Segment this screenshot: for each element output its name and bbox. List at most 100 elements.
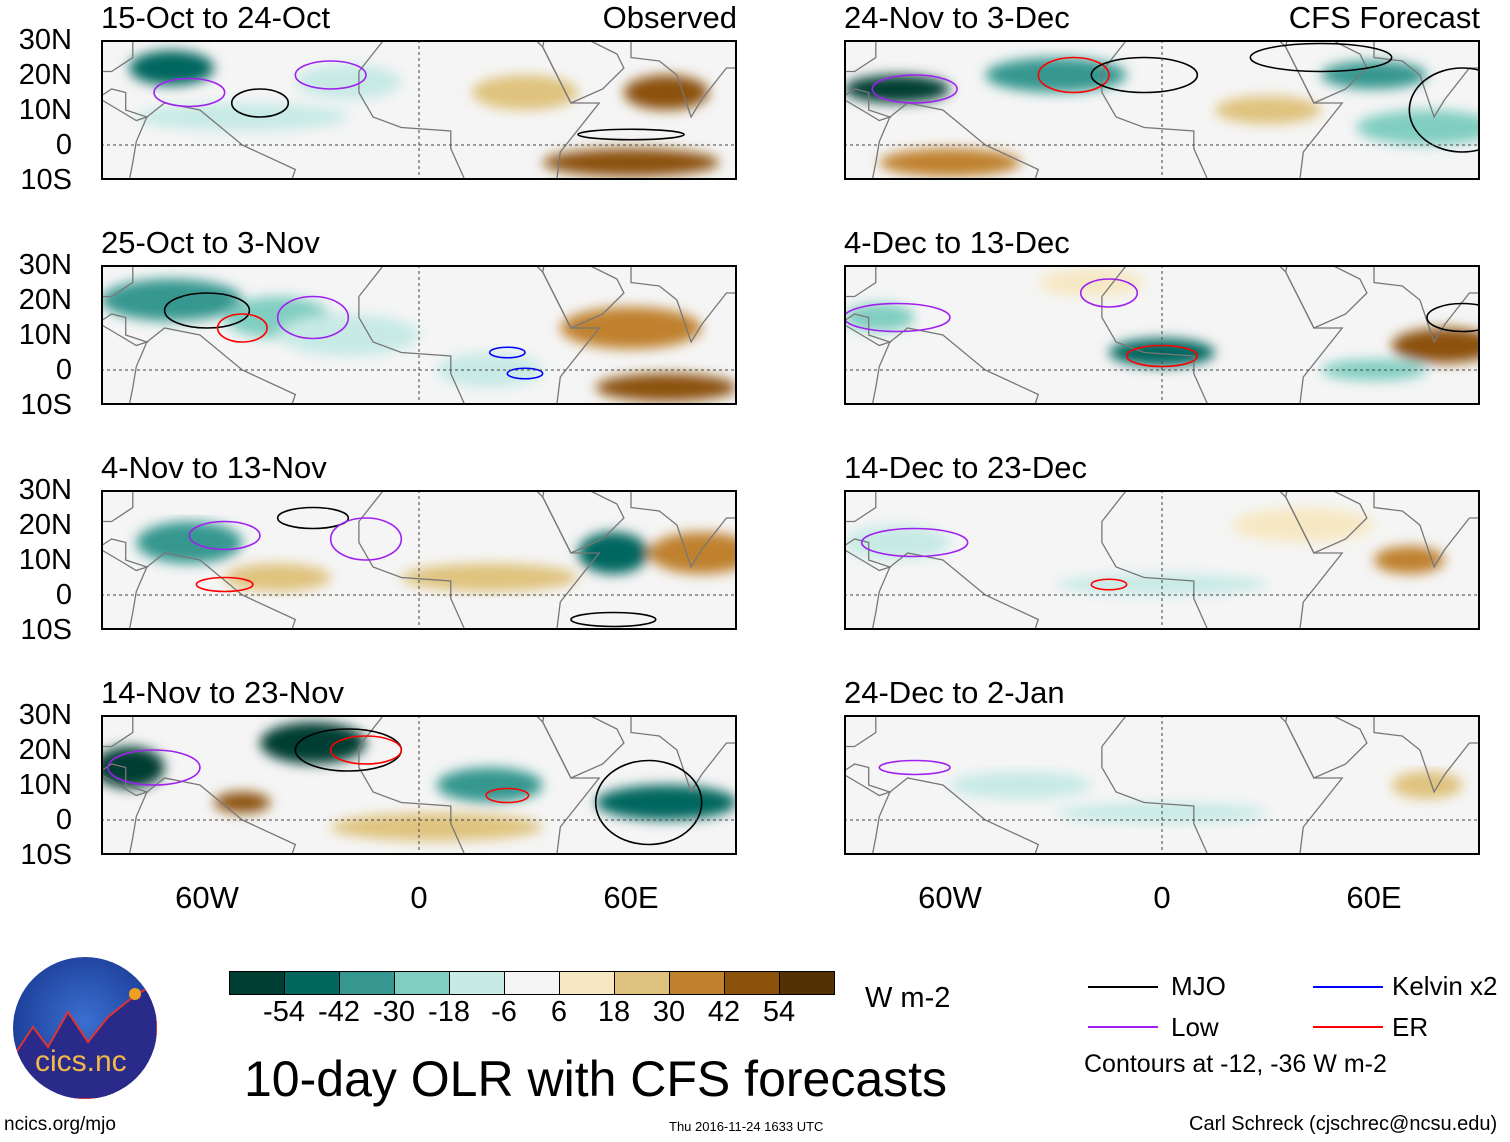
colorbar-swatch: [725, 972, 780, 994]
coastline: [1101, 40, 1344, 180]
coastline: [1285, 40, 1368, 104]
panel-title: 14-Dec to 23-Dec: [844, 450, 1087, 485]
anomaly-region: [1109, 338, 1215, 367]
anomaly-region: [224, 563, 331, 592]
colorbar-swatch: [615, 972, 670, 994]
lat-label: 10N: [18, 544, 72, 576]
anomaly-region: [844, 75, 950, 103]
anomaly-region: [436, 767, 543, 803]
wave-contour: [107, 749, 201, 786]
olr-map-panel: [101, 715, 737, 855]
coastline: [871, 777, 1040, 855]
coastline: [358, 40, 601, 180]
olr-map-panel: [844, 40, 1480, 180]
legend-label-mjo: MJO: [1171, 971, 1226, 1001]
anomaly-region: [879, 148, 1021, 177]
coastline: [1373, 715, 1480, 794]
colorbar-swatch: [340, 972, 395, 994]
coastline: [542, 490, 625, 554]
wave-contour: [216, 313, 268, 343]
wave-contour: [844, 302, 951, 333]
coastline: [542, 40, 625, 104]
coastline: [1285, 715, 1368, 779]
colorbar-label: 30: [652, 996, 686, 1028]
lat-label: 0: [55, 354, 72, 386]
wave-contour: [871, 74, 958, 104]
coastline: [542, 715, 625, 779]
colorbar-label: 42: [707, 996, 741, 1028]
coastline: [542, 265, 625, 329]
legend-line-mjo: [1088, 986, 1158, 988]
colorbar-label: -54: [263, 996, 305, 1028]
coastline: [844, 490, 877, 523]
colorbar: [229, 971, 835, 995]
coastline: [871, 102, 1040, 180]
wave-contour: [488, 346, 526, 359]
coastline: [630, 490, 737, 569]
lat-label: 10N: [18, 319, 72, 351]
anomaly-region: [1391, 771, 1463, 799]
wave-contour: [329, 517, 403, 561]
coastline: [844, 40, 877, 73]
wave-contour: [594, 759, 703, 846]
colorbar-swatch: [780, 972, 834, 994]
coastline: [871, 327, 1040, 405]
colorbar-units: W m-2: [865, 982, 951, 1014]
author: Carl Schreck (cjschrec@ncsu.edu): [1189, 1113, 1498, 1135]
wave-contour: [1090, 56, 1199, 94]
wave-contour: [153, 77, 226, 108]
coastline: [128, 327, 297, 405]
wave-contour: [1079, 278, 1139, 308]
wave-contour: [506, 367, 544, 380]
anomaly-region: [844, 303, 915, 332]
cics-logo: cics.nc: [13, 957, 157, 1099]
coastline: [101, 265, 134, 298]
url: ncics.org/mjo: [4, 1114, 116, 1135]
wave-contour: [577, 128, 685, 141]
coastline: [101, 40, 134, 73]
coastline: [358, 715, 601, 855]
anomaly-region: [214, 792, 271, 813]
anomaly-region: [136, 103, 349, 131]
wave-contour: [1249, 42, 1393, 73]
coastline: [630, 265, 737, 344]
anomaly-region: [623, 75, 709, 110]
wave-contour: [195, 576, 254, 593]
legend-line-er: [1313, 1026, 1383, 1028]
lat-label: 10S: [20, 164, 72, 196]
coastline: [101, 88, 149, 122]
colorbar-swatch: [285, 972, 340, 994]
wave-contour: [188, 520, 261, 551]
lat-label: 20N: [18, 284, 72, 316]
colorbar-label: 54: [762, 996, 796, 1028]
olr-map-panel: [101, 265, 737, 405]
anomaly-region: [648, 532, 737, 574]
anomaly-region: [1374, 546, 1445, 574]
colorbar-swatch: [505, 972, 560, 994]
anomaly-region: [295, 64, 402, 100]
lat-label: 0: [55, 129, 72, 161]
lat-label: 20N: [18, 734, 72, 766]
coastline: [101, 763, 149, 797]
lon-label: 0: [410, 880, 428, 915]
lon-label: 60E: [1346, 880, 1402, 915]
lat-label: 30N: [18, 24, 72, 56]
anomaly-region: [1356, 110, 1480, 145]
wave-contour: [230, 88, 290, 118]
anomaly-region: [136, 521, 243, 564]
colorbar-label: -18: [428, 996, 470, 1028]
anomaly-region: [1215, 96, 1321, 124]
timestamp: Thu 2016-11-24 1633 UTC: [669, 1119, 824, 1134]
olr-map-panel: [101, 490, 737, 630]
legend-note: Contours at -12, -36 W m-2: [1084, 1050, 1387, 1078]
panel-title: 4-Dec to 13-Dec: [844, 225, 1070, 260]
coastline: [844, 538, 892, 572]
panel-tag: CFS Forecast: [1288, 0, 1480, 35]
lat-label: 20N: [18, 59, 72, 91]
anomaly-region: [1391, 328, 1480, 363]
colorbar-label: -30: [373, 996, 415, 1028]
lon-label: 0: [1153, 880, 1171, 915]
coastline: [1373, 40, 1480, 119]
panel-title: 24-Nov to 3-Dec: [844, 0, 1070, 35]
figure-title: 10-day OLR with CFS forecasts: [244, 1051, 948, 1107]
